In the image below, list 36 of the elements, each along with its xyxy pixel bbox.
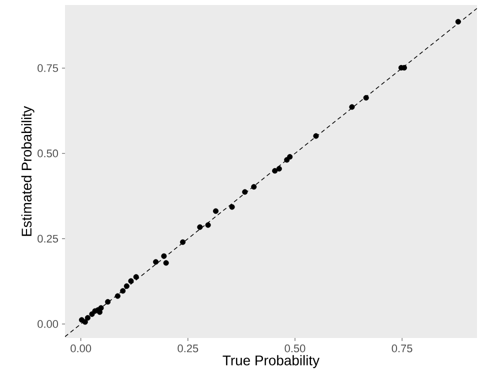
point (124, 283, 130, 289)
point (205, 222, 211, 228)
point (242, 189, 248, 195)
x-tick-label: 0.75 (392, 344, 412, 352)
point (363, 95, 369, 101)
y-tick-label: 0.00 (38, 320, 58, 328)
point (313, 133, 319, 139)
x-tick-label: 0.00 (70, 344, 92, 352)
point (251, 184, 257, 190)
point (153, 259, 159, 265)
point (120, 288, 126, 294)
x-tick-label: 0.25 (178, 344, 198, 352)
point (84, 315, 90, 321)
point (163, 260, 169, 266)
point (180, 239, 186, 245)
point (349, 104, 355, 110)
point (212, 208, 219, 214)
point (114, 293, 120, 299)
point (197, 224, 203, 230)
point (82, 319, 88, 325)
y-axis-title: Estimated Probability (21, 106, 34, 236)
x-axis-title: True Probability (222, 355, 320, 368)
y-tick-label: 0.50 (38, 150, 58, 158)
point (455, 18, 461, 25)
point (161, 253, 167, 259)
point (272, 168, 278, 174)
point (105, 299, 111, 305)
point (229, 204, 235, 210)
point (128, 278, 134, 284)
x-tick-label: 0.50 (284, 344, 306, 352)
y-tick-label: 0.25 (38, 234, 58, 243)
point (287, 154, 293, 160)
point (98, 305, 104, 311)
y-tick-label: 0.75 (38, 64, 58, 72)
point (133, 274, 139, 280)
point (276, 166, 282, 172)
